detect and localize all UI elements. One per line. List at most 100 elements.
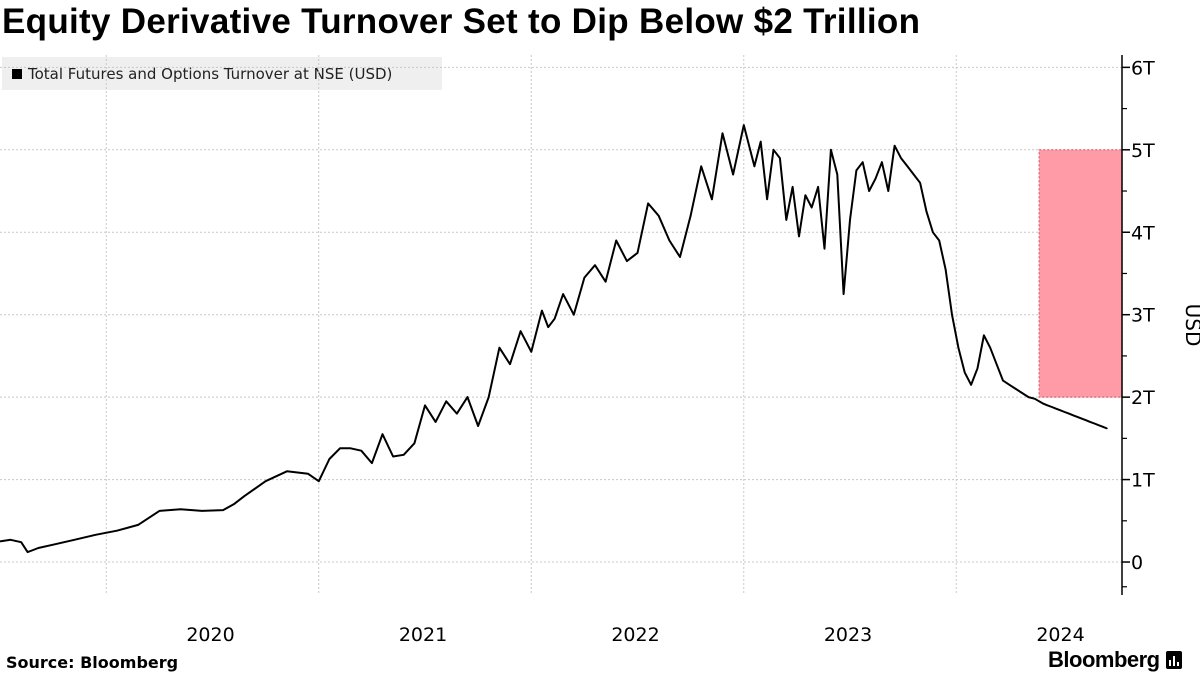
data-point <box>874 178 877 180</box>
data-point <box>605 281 607 283</box>
data-point <box>938 239 940 242</box>
data-point <box>951 314 953 316</box>
data-point <box>1106 427 1108 430</box>
data-point <box>779 157 781 159</box>
data-point <box>658 215 660 217</box>
data-point <box>445 400 447 402</box>
data-point <box>10 539 12 541</box>
data-point <box>424 404 426 406</box>
data-point <box>804 194 806 196</box>
data-point <box>594 264 596 266</box>
data-point <box>435 421 437 423</box>
data-point <box>137 524 139 526</box>
data-point <box>1085 419 1087 421</box>
data-point <box>1093 422 1095 425</box>
data-point <box>360 450 362 452</box>
data-point <box>732 173 734 176</box>
highlight-region <box>1038 149 1123 398</box>
data-point <box>554 318 556 320</box>
y-tick-label: 2T <box>1131 387 1155 409</box>
data-point <box>1089 421 1091 423</box>
y-axis-label: USD <box>1181 304 1200 347</box>
data-point <box>573 314 575 316</box>
source-note: Source: Bloomberg <box>6 653 179 672</box>
data-point <box>350 447 352 449</box>
chart-title: Equity Derivative Turnover Set to Dip Be… <box>2 2 921 41</box>
data-point <box>381 433 384 435</box>
series-line-0 <box>0 124 1108 554</box>
x-tick-label: 2020 <box>186 624 234 646</box>
data-point <box>328 458 330 460</box>
data-point <box>1034 398 1036 400</box>
data-point <box>1021 392 1023 394</box>
y-tick-label: 3T <box>1131 305 1155 327</box>
data-point <box>1068 413 1070 415</box>
data-point <box>626 260 628 262</box>
data-point <box>772 149 775 151</box>
data-point <box>823 248 826 250</box>
data-point <box>964 371 966 374</box>
data-point <box>498 347 500 349</box>
data-point <box>913 173 915 176</box>
highlight-rect <box>1038 149 1123 398</box>
data-point <box>222 509 224 511</box>
data-point <box>403 454 405 456</box>
data-point <box>1055 408 1057 410</box>
data-point <box>957 347 959 349</box>
data-point <box>785 219 787 221</box>
data-point <box>1059 409 1061 411</box>
data-point <box>318 480 320 482</box>
data-point <box>843 293 845 295</box>
data-point <box>881 161 883 163</box>
data-point <box>849 219 851 221</box>
data-point <box>477 425 479 427</box>
data-point <box>116 530 118 532</box>
data-point <box>836 173 838 176</box>
x-tick-label: 2023 <box>824 624 872 646</box>
y-tick-label: 5T <box>1131 140 1155 162</box>
bloomberg-icon <box>1165 651 1182 669</box>
data-point <box>1076 416 1078 418</box>
data-point <box>1098 424 1100 426</box>
data-point <box>1081 417 1083 420</box>
data-point <box>562 293 564 295</box>
data-point <box>906 165 908 167</box>
data-point <box>700 165 702 167</box>
data-point <box>1015 388 1017 390</box>
data-point <box>466 396 469 398</box>
data-point <box>647 202 649 204</box>
data-point <box>690 215 692 217</box>
data-point <box>976 367 979 369</box>
data-point <box>0 540 1 543</box>
grid <box>0 55 1122 595</box>
data-point <box>668 239 670 242</box>
data-point <box>413 442 415 444</box>
data-point <box>541 309 543 312</box>
data-point <box>945 268 947 270</box>
x-tick-label: 2022 <box>611 624 659 646</box>
data-point <box>27 551 29 553</box>
data-point <box>530 351 532 353</box>
data-point <box>887 190 889 192</box>
brand-name: Bloomberg <box>1048 647 1160 672</box>
data-point <box>989 347 991 349</box>
y-tick-label: 1T <box>1131 470 1155 492</box>
data-point <box>158 510 160 512</box>
data-point <box>265 480 267 482</box>
data-point <box>243 495 245 497</box>
data-point <box>925 211 928 213</box>
data-point <box>932 231 934 233</box>
data-point <box>180 508 182 510</box>
data-point <box>392 455 394 458</box>
data-point <box>868 190 870 192</box>
data-point <box>1042 403 1044 405</box>
data-point <box>488 396 490 398</box>
data-point <box>919 182 921 184</box>
data-point <box>792 186 794 188</box>
data-point <box>830 149 832 151</box>
data-point <box>37 547 39 549</box>
data-point <box>1051 406 1053 408</box>
data-point <box>233 503 235 505</box>
axis: 0 1T 2T 3T 4T 5T 6T USD 2020 2021 2022 2023 2024 <box>186 55 1200 646</box>
